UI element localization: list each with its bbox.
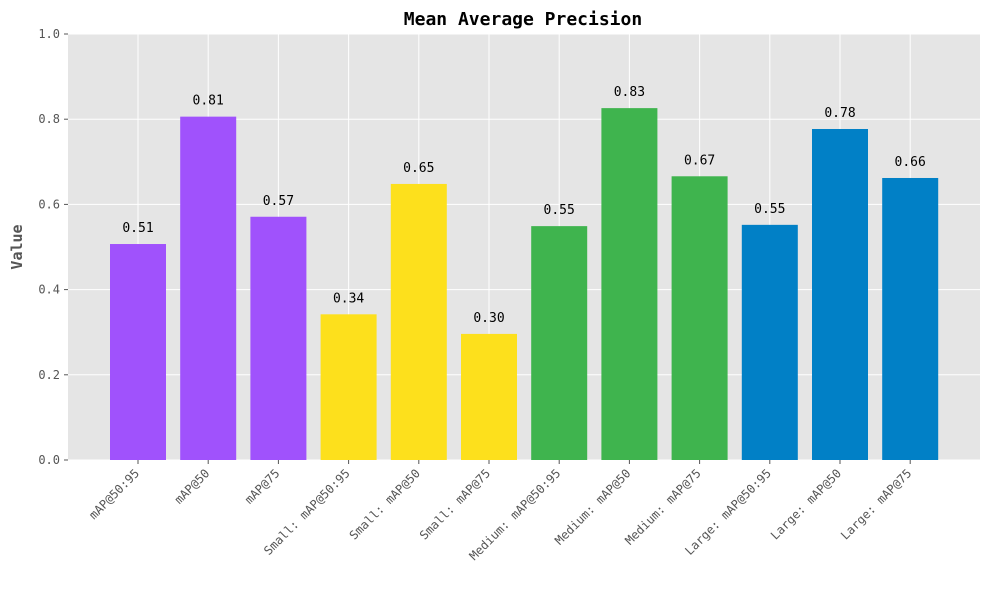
value-label: 0.67 <box>684 153 715 168</box>
x-tick-label: mAP@50:95 <box>86 466 142 522</box>
bar <box>601 108 658 461</box>
chart-title: Mean Average Precision <box>404 9 642 30</box>
value-label: 0.66 <box>895 155 926 170</box>
value-label: 0.65 <box>403 161 434 176</box>
value-label: 0.81 <box>193 94 224 109</box>
y-tick-label: 1.0 <box>38 27 60 41</box>
value-label: 0.34 <box>333 291 364 306</box>
bar <box>812 128 868 461</box>
bar <box>180 116 237 461</box>
plot-area: 0.0 0.2 0.4 0.6 0.8 1.0 0.51 mAP@50:95 0.81 mAP@5… <box>38 27 980 563</box>
bar <box>250 216 307 460</box>
bar <box>741 224 798 460</box>
bar <box>671 176 728 460</box>
x-tick-label: Small: mAP@50 <box>347 466 423 542</box>
value-label: 0.55 <box>754 202 785 217</box>
value-label: 0.78 <box>824 106 855 121</box>
value-label: 0.30 <box>473 311 504 326</box>
value-label: 0.83 <box>614 85 645 100</box>
y-tick-label: 0.2 <box>38 368 60 382</box>
y-tick-label: 0.6 <box>38 197 60 211</box>
y-axis-label: Value <box>8 224 26 269</box>
y-tick-label: 0.8 <box>38 112 60 126</box>
x-tick-label: mAP@75 <box>242 466 283 507</box>
bar <box>110 244 166 460</box>
value-label: 0.55 <box>544 203 575 218</box>
y-tick-label: 0.0 <box>38 453 60 467</box>
x-tick-label: Medium: mAP@75 <box>622 466 703 547</box>
bar <box>461 333 517 460</box>
value-label: 0.57 <box>263 194 294 209</box>
bar <box>320 314 377 460</box>
value-label: 0.51 <box>122 221 153 236</box>
bar <box>882 177 939 460</box>
x-tick-label: Small: mAP@75 <box>417 466 493 542</box>
x-tick-label: Medium: mAP@50 <box>552 466 633 547</box>
y-tick-label: 0.4 <box>38 283 60 297</box>
x-tick-label: Large: mAP@50 <box>768 466 844 542</box>
x-tick-label: mAP@50 <box>172 466 213 507</box>
bar <box>531 226 588 460</box>
bar <box>390 183 447 460</box>
x-tick-label: Large: mAP@75 <box>838 466 914 542</box>
